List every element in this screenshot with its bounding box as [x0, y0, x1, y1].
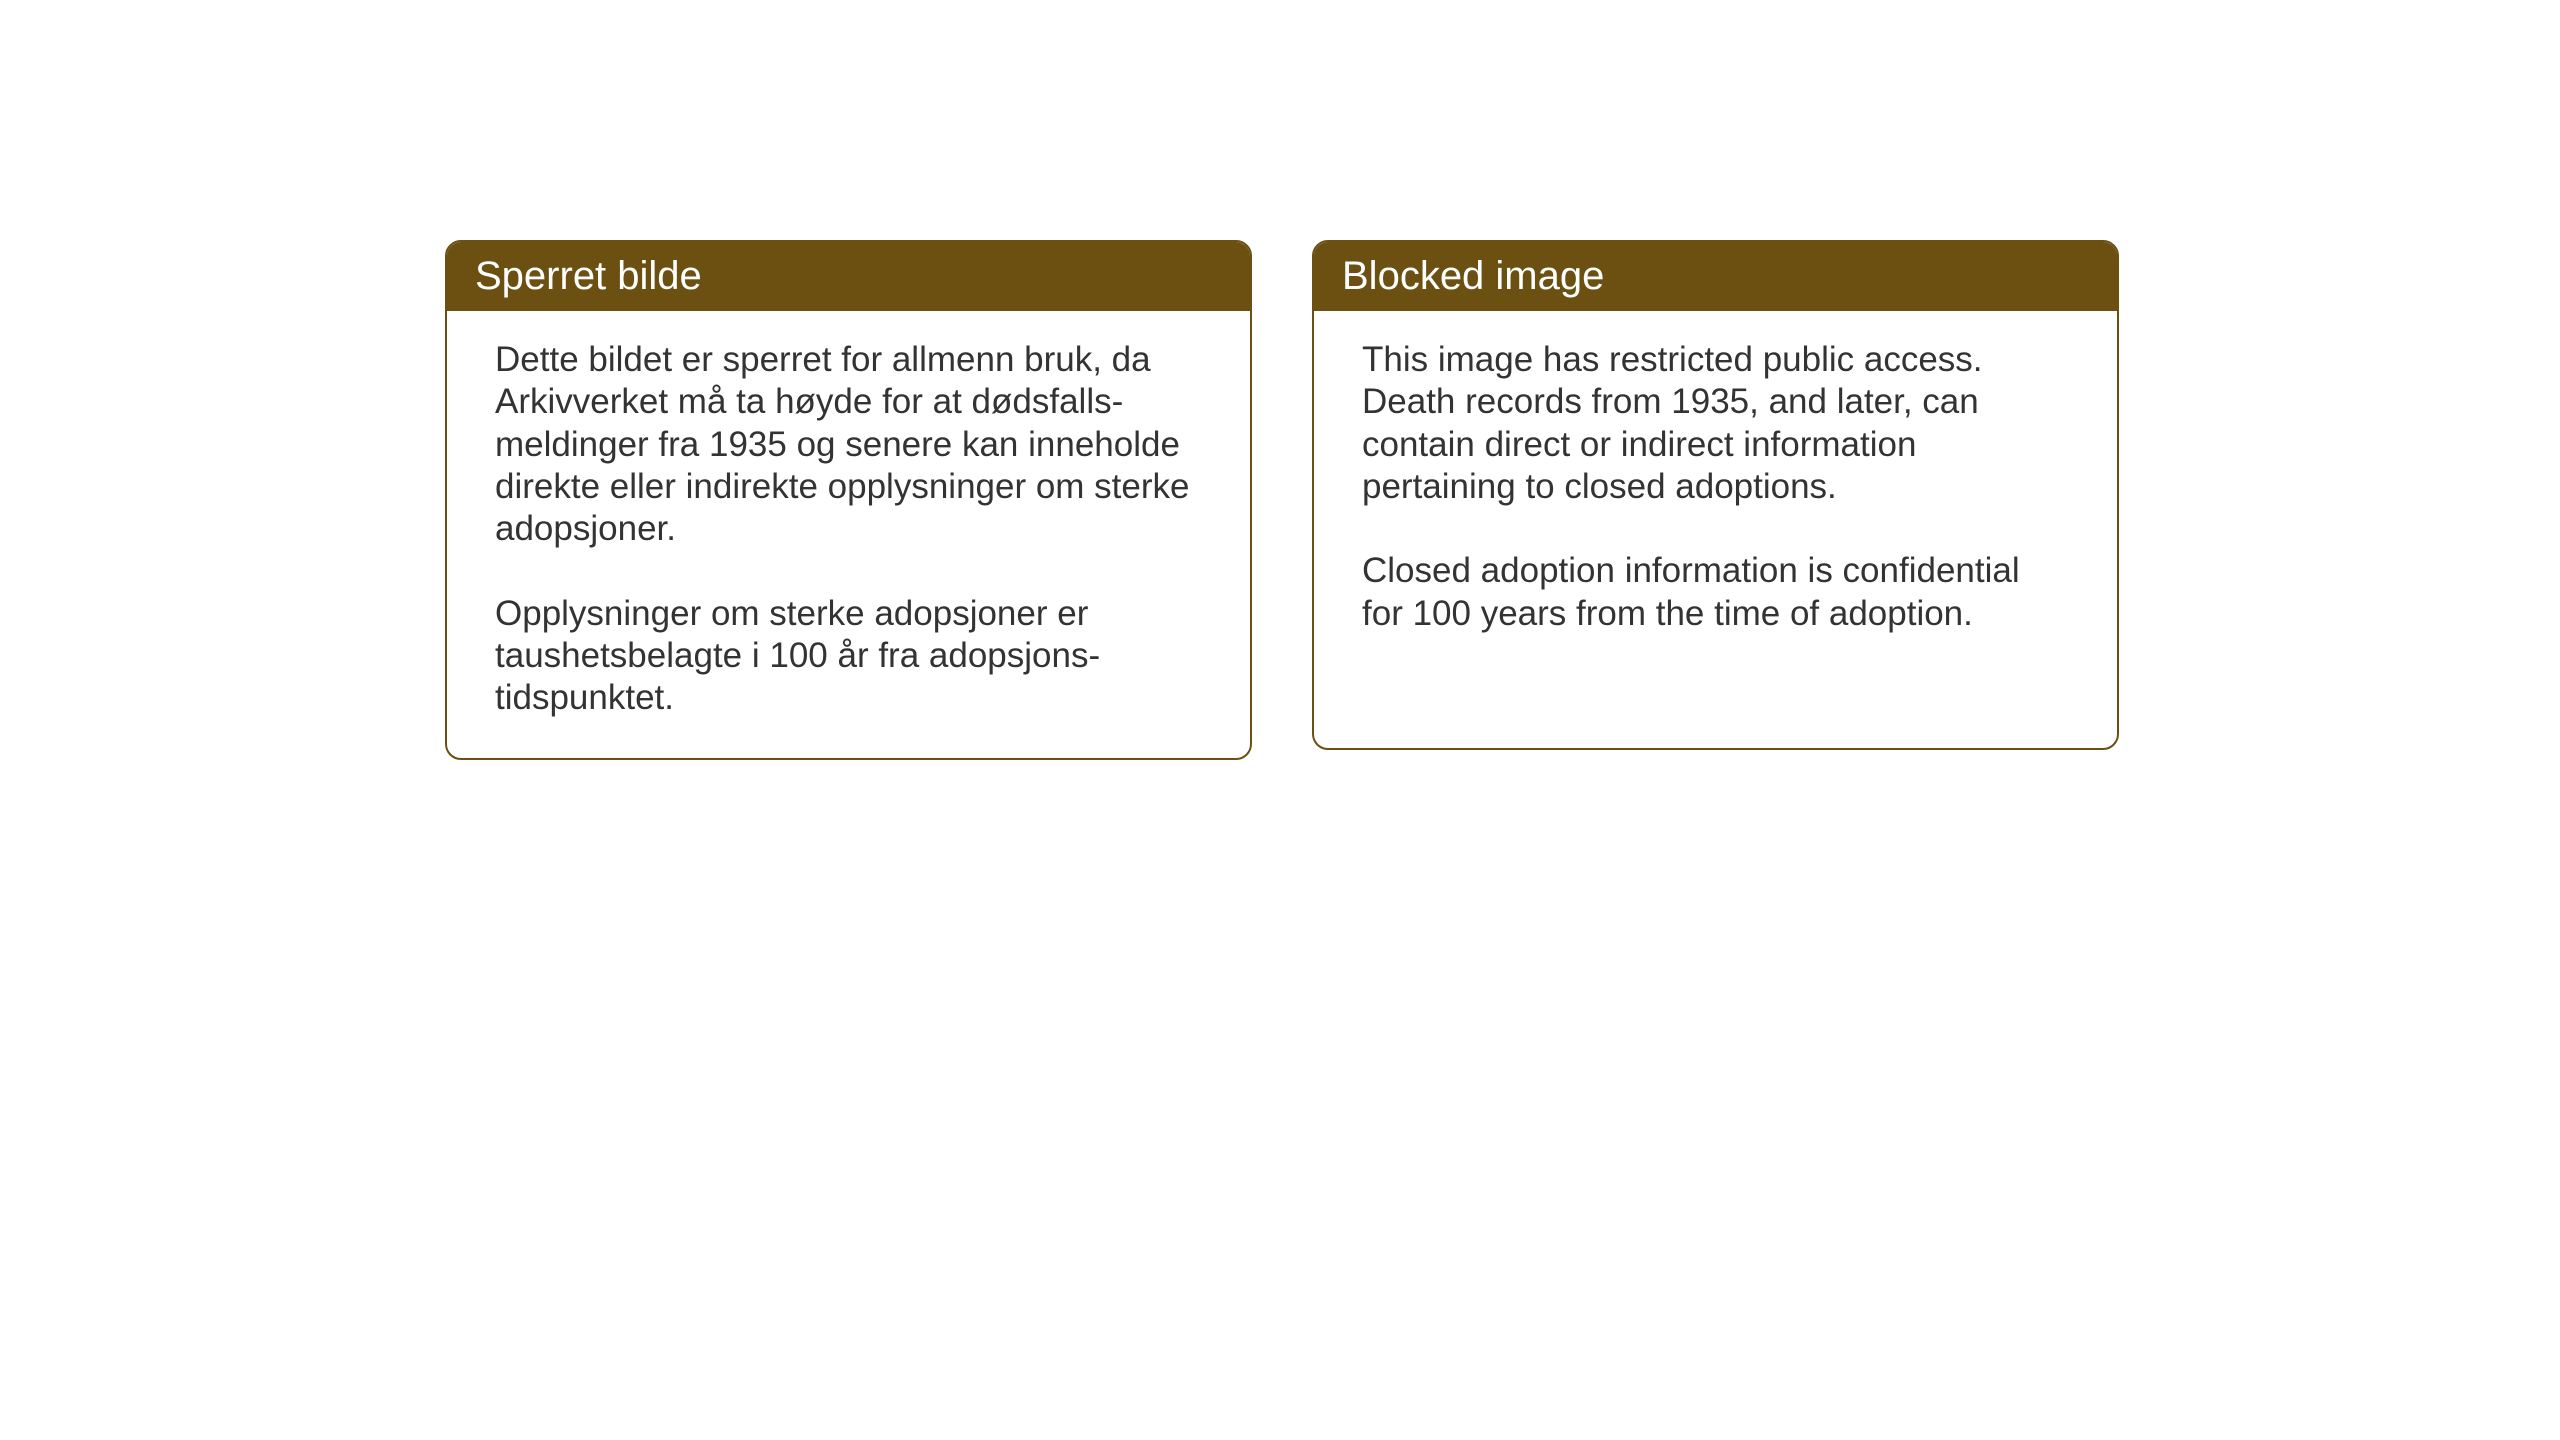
- card-paragraph-1: This image has restricted public access.…: [1362, 339, 2069, 508]
- card-paragraph-1: Dette bildet er sperret for allmenn bruk…: [495, 339, 1202, 551]
- cards-container: Sperret bilde Dette bildet er sperret fo…: [445, 240, 2119, 760]
- card-english: Blocked image This image has restricted …: [1312, 240, 2119, 750]
- card-norwegian: Sperret bilde Dette bildet er sperret fo…: [445, 240, 1252, 760]
- card-title: Sperret bilde: [475, 254, 702, 298]
- card-header-norwegian: Sperret bilde: [447, 242, 1250, 311]
- card-paragraph-2: Opplysninger om sterke adopsjoner er tau…: [495, 593, 1202, 720]
- card-body-english: This image has restricted public access.…: [1314, 311, 2117, 673]
- card-header-english: Blocked image: [1314, 242, 2117, 311]
- card-body-norwegian: Dette bildet er sperret for allmenn bruk…: [447, 311, 1250, 758]
- card-paragraph-2: Closed adoption information is confident…: [1362, 550, 2069, 635]
- card-title: Blocked image: [1342, 254, 1604, 298]
